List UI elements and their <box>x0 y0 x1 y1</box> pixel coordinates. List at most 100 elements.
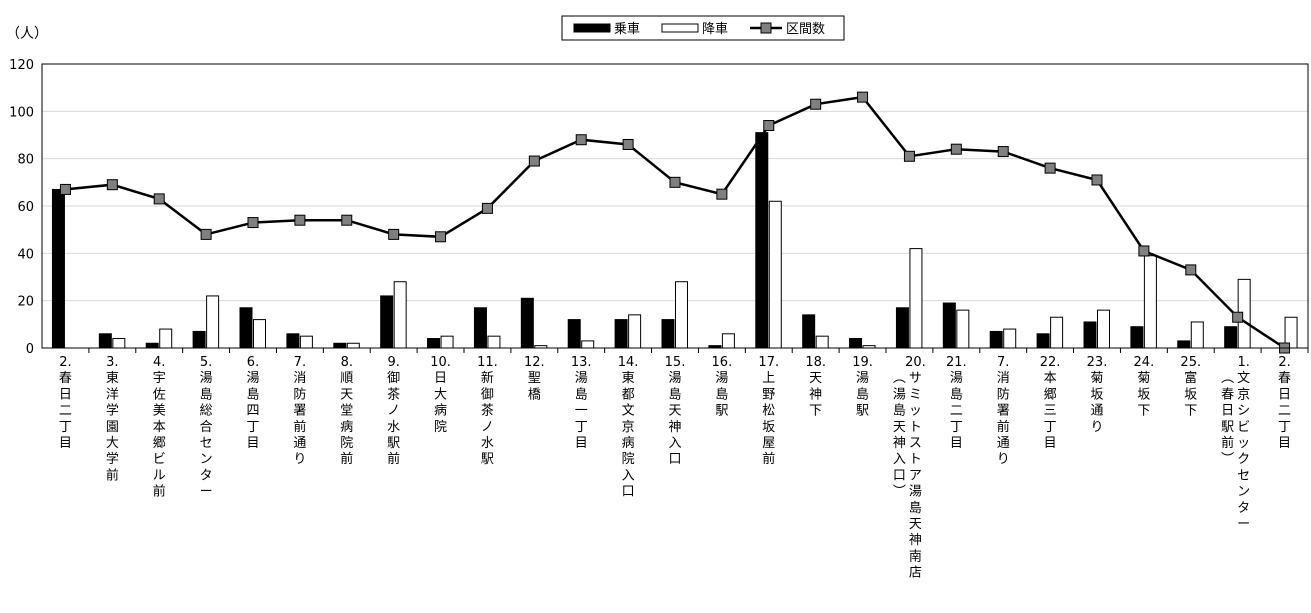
bar-boarding <box>333 342 347 349</box>
bar-alighting <box>581 340 595 349</box>
x-tick-label: 25.富坂下 <box>1180 355 1201 419</box>
bar-alighting <box>299 335 313 349</box>
bar-boarding <box>51 188 65 349</box>
x-tick-label: 2.春日二丁目 <box>59 355 72 451</box>
x-tick-label: 7.消防署前通り <box>997 355 1010 467</box>
bar-boarding <box>989 330 1003 349</box>
x-tick-label: 12.聖橋 <box>524 355 545 402</box>
x-tick-label: 14.東都文京病院入口 <box>618 355 639 500</box>
line-point <box>1138 245 1150 257</box>
legend-swatch-marker <box>760 22 772 34</box>
line-point <box>716 188 728 200</box>
bar-boarding <box>1130 326 1144 349</box>
x-tick-label: 6.湯島四丁目 <box>246 355 259 451</box>
line-point <box>997 146 1009 158</box>
bar-alighting <box>346 342 360 349</box>
x-tick-label: 22.本郷三丁目 <box>1040 355 1061 451</box>
x-tick-label: 17.上野松坂屋前 <box>758 355 779 467</box>
x-tick-label: 24.菊坂下 <box>1134 355 1155 419</box>
bar-alighting <box>909 248 923 349</box>
bar-boarding <box>192 330 206 349</box>
bar-alighting <box>112 338 126 349</box>
line-point <box>341 214 353 226</box>
bar-boarding <box>286 333 300 349</box>
y-tick-label: 40 <box>17 247 34 262</box>
x-tick-label: 11.新御茶ノ水駅 <box>477 355 498 467</box>
line-point <box>622 138 634 150</box>
plot-frame <box>41 63 1309 349</box>
legend-label-boarding: 乗車 <box>614 22 640 37</box>
line-point <box>1044 162 1056 174</box>
line-point <box>435 231 447 243</box>
y-tick-label: 80 <box>17 153 34 168</box>
bar-boarding <box>1177 340 1191 349</box>
line-point <box>1185 264 1197 276</box>
bar-boarding <box>98 333 112 349</box>
bar-boarding <box>614 319 628 349</box>
legend: 乗車 降車 区間数 <box>561 15 845 41</box>
bar-alighting <box>768 200 782 349</box>
line-point <box>294 214 306 226</box>
y-tick-label: 0 <box>26 342 34 357</box>
bar-boarding <box>895 307 909 349</box>
x-tick-label: 5.湯島総合センター <box>200 355 213 500</box>
bar-alighting <box>1143 255 1157 349</box>
x-tick-label: 10.日大病院 <box>430 355 451 435</box>
x-tick-label: 20.サミットストア湯島天神南店︵湯島天神入口︶ <box>893 355 926 581</box>
line-point <box>903 150 915 162</box>
bar-boarding <box>942 302 956 349</box>
bar-boarding <box>661 319 675 349</box>
bars <box>51 132 1298 349</box>
bar-boarding <box>380 295 394 349</box>
bar-boarding <box>473 307 487 349</box>
y-tick-label: 120 <box>9 58 34 73</box>
x-tick-label: 13.湯島一丁目 <box>571 355 592 451</box>
y-tick-label: 20 <box>17 295 34 310</box>
line-point <box>950 143 962 155</box>
x-tick-label: 15.湯島天神入口 <box>665 355 686 467</box>
legend-swatch-alighting <box>661 23 699 33</box>
line-point <box>810 98 822 110</box>
bar-boarding <box>1083 321 1097 349</box>
line-point <box>247 217 259 229</box>
line-point <box>528 155 540 167</box>
line-point <box>59 183 71 195</box>
x-tick-label: 7.消防署前通り <box>293 355 306 467</box>
line-point <box>200 228 212 240</box>
bar-alighting <box>675 281 688 349</box>
x-tick-label: 1.文京シビックセンター︵春日駅前︶ <box>1221 355 1250 532</box>
bar-boarding <box>755 132 769 349</box>
bar-boarding <box>1036 333 1050 349</box>
x-tick-label: 9.御茶ノ水駅前 <box>387 355 400 467</box>
bar-boarding <box>1224 326 1238 349</box>
bar-boarding <box>427 338 441 349</box>
x-tick-label: 18.天神下 <box>805 355 826 419</box>
line-series <box>59 91 1291 354</box>
legend-label-sections: 区間数 <box>786 22 825 37</box>
bar-alighting <box>1190 321 1204 349</box>
bar-alighting <box>628 314 642 349</box>
y-tick-label: 100 <box>9 105 34 120</box>
line-point <box>763 120 775 132</box>
legend-label-alighting: 降車 <box>702 22 728 37</box>
bar-boarding <box>239 307 253 349</box>
bar-alighting <box>956 309 970 349</box>
x-tick-label: 8.順天堂病院前 <box>340 355 353 467</box>
line-point <box>857 91 869 103</box>
y-axis-label: （人） <box>6 26 48 42</box>
bar-alighting <box>159 328 173 349</box>
line-point <box>669 176 681 188</box>
bar-boarding <box>849 338 863 349</box>
bar-alighting <box>487 335 501 349</box>
x-tick-label: 16.湯島駅 <box>712 355 733 419</box>
y-tick-label: 60 <box>17 200 34 215</box>
y-axis-ticks: 0 20 40 60 80 100 120 <box>9 58 34 357</box>
x-tick-label: 23.菊坂通り <box>1087 355 1108 435</box>
bar-alighting <box>440 335 454 349</box>
bar-boarding <box>567 319 581 349</box>
bar-alighting <box>253 319 266 349</box>
line-point <box>1232 311 1244 323</box>
bar-alighting <box>1003 328 1017 349</box>
